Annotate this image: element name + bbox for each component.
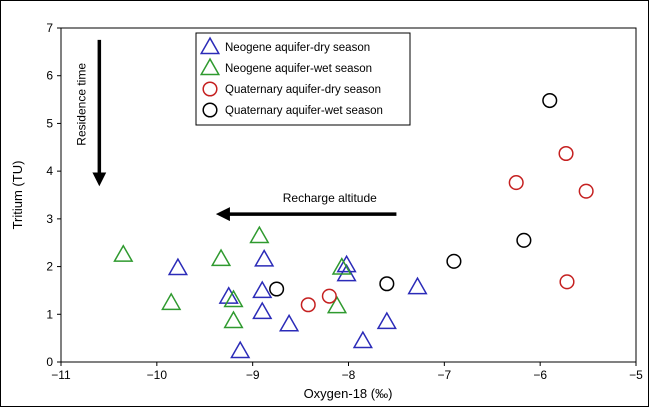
- x-tick-label: −10: [147, 368, 168, 382]
- legend-marker: [199, 36, 221, 55]
- data-point-series-1: [218, 286, 239, 304]
- data-points: [113, 92, 594, 359]
- data-point-series-4: [542, 92, 558, 109]
- legend-label: Quaternary aquifer-dry season: [225, 84, 381, 96]
- data-point-series-1: [278, 313, 300, 332]
- data-point-series-2: [223, 289, 244, 308]
- data-point-series-1: [352, 330, 373, 349]
- legend-label: Quaternary aquifer-wet season: [225, 105, 383, 117]
- x-axis-label: Oxygen-18 (‰): [304, 386, 393, 401]
- data-point-series-4: [269, 281, 285, 297]
- x-tick-label: −9: [246, 368, 260, 382]
- data-point-series-4: [379, 276, 395, 292]
- y-tick-label: 5: [46, 116, 53, 130]
- legend: Neogene aquifer-dry season Neogene aquife…: [195, 32, 411, 126]
- legend-label: Neogene aquifer-wet season: [225, 63, 372, 75]
- legend-label: Neogene aquifer-dry season: [225, 42, 370, 54]
- data-point-series-1: [376, 311, 397, 330]
- y-tick-label: 6: [46, 69, 53, 83]
- x-tick-label: −8: [342, 368, 356, 382]
- x-tick-label: −5: [629, 368, 643, 382]
- axis-ticks: −11 −10 −9 −8 −7 −6 −5 0 1 2 3 4 5 6 7: [46, 21, 643, 382]
- data-point-series-3: [508, 175, 524, 191]
- legend-marker: [202, 102, 218, 118]
- data-point-series-2: [223, 310, 244, 329]
- annotations: Residence time Recharge altitude: [74, 39, 397, 222]
- data-point-series-1: [230, 340, 251, 359]
- data-point-series-1: [252, 301, 273, 320]
- residence-time-label: Residence time: [74, 63, 88, 146]
- data-point-series-1: [252, 280, 273, 299]
- y-tick-label: 7: [46, 21, 53, 35]
- data-point-series-1: [167, 257, 189, 276]
- recharge-altitude-label: Recharge altitude: [283, 191, 377, 205]
- legend-marker: [202, 81, 218, 97]
- data-point-series-1: [254, 248, 275, 267]
- x-tick-label: −7: [437, 368, 451, 382]
- y-tick-label: 4: [46, 164, 53, 178]
- y-tick-label: 0: [46, 355, 53, 369]
- data-point-series-3: [321, 288, 337, 304]
- data-point-series-2: [331, 257, 352, 275]
- data-point-series-2: [210, 248, 232, 267]
- data-point-series-1: [336, 254, 357, 273]
- data-point-series-1: [336, 263, 357, 282]
- data-point-series-4: [516, 232, 532, 248]
- data-point-series-3: [300, 297, 316, 313]
- x-tick-label: −6: [533, 368, 547, 382]
- data-point-series-2: [113, 244, 134, 262]
- legend-box: [195, 32, 411, 126]
- data-point-series-3: [558, 145, 574, 162]
- data-point-series-2: [249, 225, 270, 244]
- y-tick-label: 3: [46, 212, 53, 226]
- data-point-series-1: [407, 276, 428, 295]
- data-point-series-2: [161, 292, 182, 311]
- data-point-series-3: [559, 274, 575, 290]
- legend-marker: [199, 57, 221, 76]
- y-tick-label: 2: [46, 260, 53, 274]
- data-point-series-3: [578, 183, 594, 199]
- data-point-series-4: [446, 253, 462, 269]
- x-tick-label: −11: [51, 368, 71, 382]
- data-point-series-2: [326, 295, 348, 314]
- y-tick-label: 1: [46, 307, 53, 321]
- y-axis-label: Tritium (TU): [10, 161, 25, 230]
